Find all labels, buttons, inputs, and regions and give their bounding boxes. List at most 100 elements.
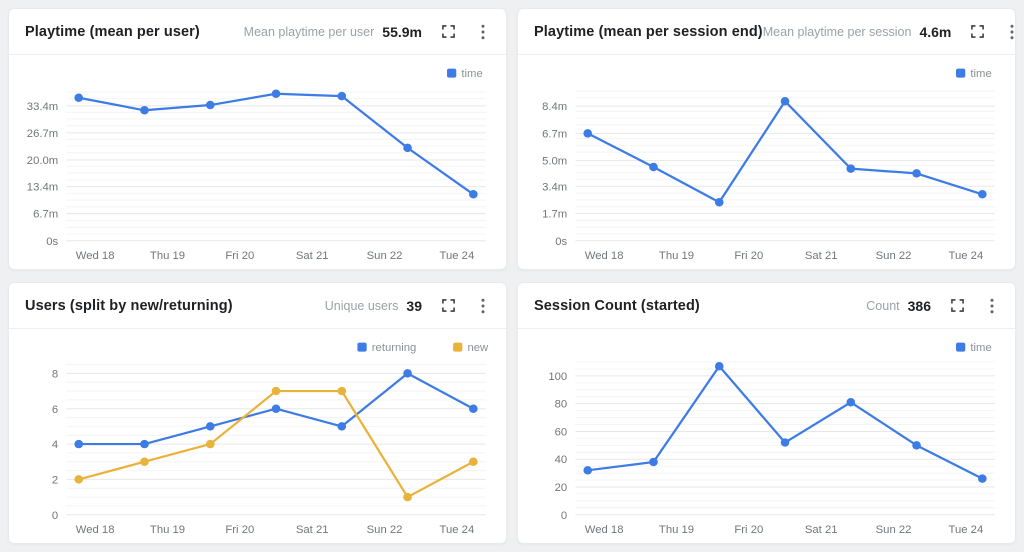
- data-point[interactable]: [74, 93, 84, 103]
- kebab-menu-icon[interactable]: [474, 297, 492, 315]
- stat-label: Mean playtime per user: [243, 24, 375, 39]
- minor-gridlines: [66, 364, 486, 507]
- data-point[interactable]: [714, 198, 724, 207]
- line-chart-users-split[interactable]: 0 2 4 6 8 Wed 18 Thu 19 Fri 20 Sat 21 Sun 22 Tue 2…: [15, 333, 498, 541]
- data-point[interactable]: [74, 475, 84, 484]
- x-tick-label: Fri 20: [225, 250, 254, 262]
- y-tick-label: 80: [555, 399, 568, 411]
- y-axis-labels: 0 20 40 60 80 100: [548, 371, 567, 522]
- card-title: Playtime (mean per session end): [534, 23, 763, 40]
- series-returning: [74, 369, 478, 449]
- data-point[interactable]: [583, 129, 593, 138]
- expand-fullscreen-icon[interactable]: [968, 23, 986, 41]
- data-point[interactable]: [469, 404, 478, 413]
- data-point[interactable]: [912, 169, 921, 178]
- minor-gridlines: [575, 90, 995, 235]
- x-tick-label: Sat 21: [296, 524, 329, 536]
- series-time: [583, 361, 987, 483]
- y-tick-label: 40: [555, 454, 568, 466]
- line-chart-playtime-per-user[interactable]: 0s 6.7m 13.4m 20.0m 26.7m 33.4m Wed 18 Thu 19 Fr…: [15, 59, 498, 267]
- card-header: Session Count (started) Count 386: [518, 283, 1015, 329]
- x-axis-labels: Wed 18 Thu 19 Fri 20 Sat 21 Sun 22 Tue 24: [76, 250, 474, 262]
- data-point[interactable]: [205, 422, 215, 431]
- y-tick-label: 5.0m: [542, 156, 567, 168]
- kebab-menu-icon[interactable]: [983, 297, 1001, 315]
- line-chart-session-count[interactable]: 0 20 40 60 80 100 Wed 18 Thu 19 Fri 20 Sat 21 Sun …: [524, 333, 1007, 541]
- data-point[interactable]: [140, 457, 149, 466]
- card-playtime-mean-per-user: Playtime (mean per user) Mean playtime p…: [8, 8, 507, 270]
- legend-square-icon[interactable]: [956, 342, 966, 352]
- expand-fullscreen-icon[interactable]: [948, 297, 966, 315]
- data-point[interactable]: [271, 89, 281, 98]
- data-point[interactable]: [583, 466, 593, 475]
- expand-fullscreen-icon[interactable]: [439, 297, 457, 315]
- data-point[interactable]: [337, 91, 347, 101]
- legend-label[interactable]: new: [467, 342, 489, 354]
- major-gridlines: [575, 375, 995, 516]
- y-tick-label: 60: [555, 427, 568, 439]
- data-point[interactable]: [337, 386, 347, 396]
- data-point[interactable]: [205, 100, 215, 110]
- chart-area: 0 20 40 60 80 100 Wed 18 Thu 19 Fri 20 Sat 21 Sun …: [518, 329, 1015, 543]
- line-chart-playtime-per-session[interactable]: 0s 1.7m 3.4m 5.0m 6.7m 8.4m Wed 18 Thu 19 Fri 20…: [524, 59, 1007, 267]
- legend-label[interactable]: time: [461, 68, 482, 80]
- minor-gridlines: [66, 91, 486, 235]
- y-tick-label: 6.7m: [33, 209, 58, 221]
- data-point[interactable]: [846, 164, 856, 173]
- data-point[interactable]: [271, 404, 281, 413]
- card-header-right: Mean playtime per session 4.6m: [762, 23, 1015, 41]
- data-point[interactable]: [649, 457, 658, 467]
- data-point[interactable]: [403, 143, 412, 153]
- y-tick-label: 20: [555, 482, 568, 494]
- stat-value: 4.6m: [919, 23, 952, 40]
- data-point[interactable]: [846, 398, 856, 407]
- x-tick-label: Sun 22: [367, 250, 403, 262]
- data-point[interactable]: [649, 162, 658, 172]
- y-tick-label: 0: [52, 510, 58, 522]
- card-title: Playtime (mean per user): [25, 23, 200, 40]
- stat-value: 55.9m: [382, 23, 422, 40]
- legend-label[interactable]: time: [970, 68, 991, 80]
- data-point[interactable]: [403, 492, 412, 502]
- data-point[interactable]: [978, 474, 987, 483]
- data-point[interactable]: [140, 439, 149, 449]
- data-point[interactable]: [469, 457, 478, 466]
- legend-label[interactable]: returning: [372, 342, 417, 354]
- legend-label[interactable]: time: [970, 342, 991, 354]
- legend-square-icon[interactable]: [357, 342, 367, 352]
- stat-value: 386: [907, 297, 931, 314]
- data-point[interactable]: [205, 439, 215, 449]
- data-point[interactable]: [403, 369, 412, 378]
- data-point[interactable]: [271, 386, 281, 396]
- data-point[interactable]: [780, 438, 790, 447]
- legend: new returning: [357, 342, 489, 354]
- data-point[interactable]: [714, 361, 724, 371]
- kebab-menu-icon[interactable]: [474, 23, 492, 41]
- data-point[interactable]: [469, 190, 478, 199]
- legend: time: [956, 68, 992, 80]
- data-point[interactable]: [780, 97, 790, 106]
- card-users-new-returning: Users (split by new/returning) Unique us…: [8, 282, 507, 544]
- expand-fullscreen-icon[interactable]: [439, 23, 457, 41]
- legend-square-icon[interactable]: [447, 68, 457, 78]
- data-point[interactable]: [74, 439, 84, 449]
- card-title: Session Count (started): [534, 297, 700, 314]
- data-point[interactable]: [140, 106, 149, 115]
- x-tick-label: Wed 18: [585, 250, 624, 262]
- card-session-count: Session Count (started) Count 386 0 20 40 6…: [517, 282, 1016, 544]
- data-point[interactable]: [337, 422, 347, 431]
- data-point[interactable]: [912, 441, 921, 450]
- legend-square-icon[interactable]: [956, 68, 966, 78]
- x-tick-label: Thu 19: [150, 524, 185, 536]
- legend-square-icon[interactable]: [453, 342, 463, 352]
- legend: time: [956, 342, 992, 354]
- kebab-menu-icon[interactable]: [1003, 23, 1015, 41]
- data-point[interactable]: [978, 190, 987, 199]
- y-tick-label: 26.7m: [27, 128, 58, 140]
- x-tick-label: Fri 20: [734, 524, 763, 536]
- y-tick-label: 13.4m: [27, 182, 58, 194]
- y-tick-label: 100: [548, 371, 567, 383]
- series-line: [77, 92, 475, 196]
- stat-label: Mean playtime per session: [762, 24, 912, 39]
